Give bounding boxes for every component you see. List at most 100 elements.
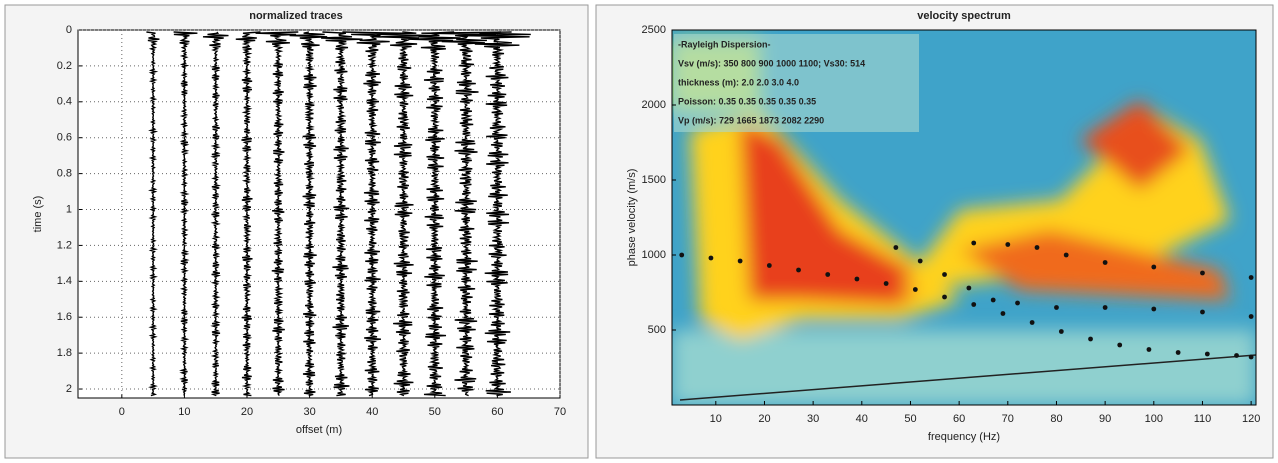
pick-point (796, 267, 801, 273)
y-tick-label: 0.6 (57, 132, 72, 144)
y-axis-label: time (s) (32, 196, 44, 233)
pick-point (737, 258, 743, 264)
pick-point (1248, 275, 1254, 280)
spectrum-edge (679, 354, 1256, 401)
trace (342, 31, 403, 397)
pick-point (971, 240, 977, 246)
x-tick-label: 30 (807, 413, 819, 425)
x-tick-label: 90 (1099, 413, 1111, 425)
y-axis-label: phase velocity (m/s) (626, 169, 638, 267)
pick-point (708, 255, 714, 261)
annotation: Vsv (m/s): 350 800 900 1000 1100; Vs30: … (678, 58, 865, 68)
blob (740, 120, 930, 305)
pick-point (1248, 354, 1254, 360)
pick-point (1102, 305, 1108, 310)
pick-point (1054, 305, 1059, 310)
annotation: Poisson: 0.35 0.35 0.35 0.35 0.35 (678, 96, 816, 106)
pick-point (971, 302, 977, 307)
pick-point (1200, 270, 1205, 276)
pick-point (1234, 353, 1239, 358)
x-tick-label: 30 (303, 406, 315, 418)
pick-point (1005, 242, 1011, 247)
pick-point (1029, 320, 1035, 325)
x-tick-label: 10 (710, 413, 722, 425)
y-tick-label: 0.4 (57, 96, 72, 108)
y-tick-label: 2 (66, 383, 72, 395)
x-tick-label: 60 (491, 406, 503, 418)
x-tick-label: 70 (554, 406, 566, 418)
pick-point (1151, 264, 1157, 270)
x-tick-label: 120 (1242, 413, 1260, 425)
pick-point (1034, 245, 1040, 250)
trace (289, 31, 328, 397)
pick-point (825, 272, 831, 277)
trace (374, 31, 438, 397)
trace (255, 31, 299, 397)
pick-point (679, 252, 685, 258)
pick-point (1058, 329, 1064, 334)
y-tick-label: 1000 (642, 249, 666, 261)
pick-point (883, 281, 889, 286)
x-tick-label: 50 (904, 413, 916, 425)
chart-title: normalized traces (249, 10, 343, 22)
x-tick-label: 20 (241, 406, 253, 418)
pick-point (1204, 351, 1210, 357)
trace (202, 31, 229, 397)
y-tick-label: 1.6 (57, 311, 72, 323)
pick-point (1015, 300, 1020, 306)
chart-title: velocity spectrum (917, 10, 1011, 22)
annotation: Vp (m/s): 729 1665 1873 2082 2290 (678, 115, 824, 125)
y-tick-label: 0 (66, 24, 72, 36)
y-tick-label: 1.2 (57, 239, 72, 251)
x-tick-label: 40 (856, 413, 868, 425)
pick-point (1248, 314, 1254, 319)
y-tick-label: 1.8 (57, 347, 72, 359)
y-tick-label: 1.4 (57, 275, 72, 287)
pick-point (990, 297, 996, 303)
pick-point (942, 294, 947, 300)
x-tick-label: 20 (758, 413, 770, 425)
trace (408, 31, 461, 397)
y-tick-label: 1500 (642, 174, 666, 186)
trace (173, 31, 198, 396)
trace (235, 31, 261, 397)
x-tick-label: 70 (1002, 413, 1014, 425)
pick-point (854, 276, 860, 282)
pick-point (1088, 336, 1093, 342)
annotation: -Rayleigh Dispersion- (678, 39, 771, 49)
pick-point (1063, 252, 1069, 258)
pick-point (766, 263, 772, 268)
blob (1080, 100, 1190, 190)
pick-point (1102, 260, 1108, 265)
pick-point (912, 287, 918, 292)
pick-point (966, 285, 972, 291)
pick-point (1000, 311, 1006, 316)
x-tick-label: 40 (366, 406, 378, 418)
pick-point (917, 258, 923, 264)
pick-point (1151, 306, 1157, 312)
blob (960, 230, 1230, 300)
pick-point (1117, 342, 1123, 348)
annotation: thickness (m): 2.0 2.0 3.0 4.0 (678, 77, 799, 87)
pick-point (1146, 347, 1152, 352)
x-tick-label: 80 (1050, 413, 1062, 425)
x-tick-label: 60 (953, 413, 965, 425)
x-tick-label: 100 (1145, 413, 1163, 425)
y-tick-label: 0.8 (57, 168, 72, 180)
info-box (674, 34, 919, 132)
spectrum-image (672, 30, 1256, 405)
x-tick-label: 0 (119, 406, 125, 418)
pick-point (1200, 309, 1205, 315)
y-tick-label: 500 (648, 324, 666, 336)
pick-point (1175, 350, 1181, 355)
trace (321, 31, 363, 397)
trace (146, 31, 160, 397)
x-tick-label: 110 (1194, 413, 1212, 425)
pick-point (893, 245, 899, 250)
y-tick-label: 2000 (642, 99, 666, 111)
x-tick-label: 50 (429, 406, 441, 418)
plot-area (77, 29, 561, 399)
y-tick-label: 0.2 (57, 60, 72, 72)
x-axis-label: frequency (Hz) (928, 431, 1000, 443)
